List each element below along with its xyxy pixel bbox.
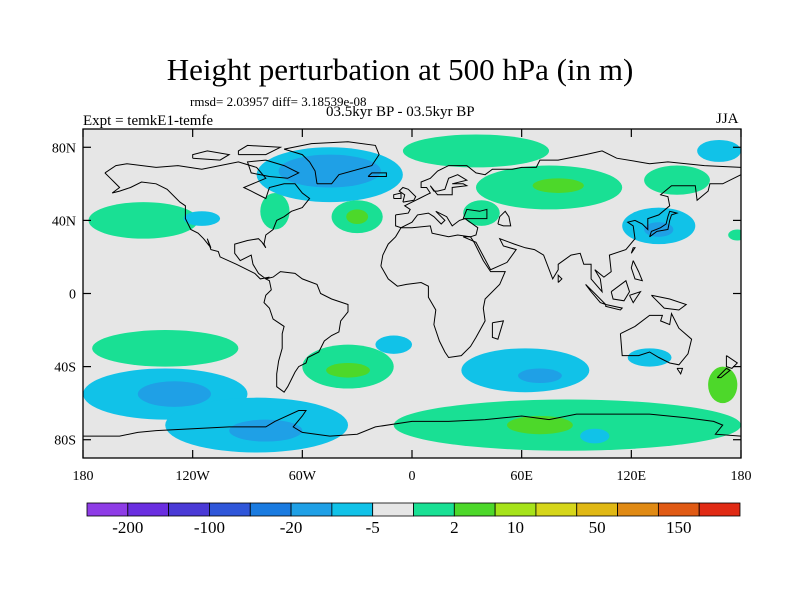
coastline: [585, 284, 607, 305]
colorbar-swatch: [168, 502, 210, 517]
period-label: 03.5kyr BP - 03.5kyr BP: [326, 104, 475, 120]
contour-region: [644, 222, 674, 237]
coastline: [398, 186, 417, 203]
coastline: [629, 290, 642, 304]
lon-tick-label: 180: [73, 469, 94, 484]
colorbar-label: 10: [507, 518, 524, 537]
colorbar-swatch: [331, 502, 374, 517]
coastline: [610, 279, 631, 302]
lon-tick-label: 120W: [176, 469, 211, 484]
lat-tick-label: 40N: [52, 214, 76, 229]
colorbar-swatch: [249, 502, 292, 517]
coastline: [605, 304, 624, 311]
lon-tick-label: 0: [409, 469, 416, 484]
coastline: [393, 192, 402, 199]
contour-region: [507, 415, 573, 435]
contour-region: [518, 368, 562, 384]
coastline: [497, 210, 512, 227]
contour-region: [708, 366, 738, 404]
colorbar-label: -20: [280, 518, 303, 537]
coastline: [263, 271, 349, 393]
colorbar-swatch: [209, 502, 251, 517]
colorbar-label: 150: [666, 518, 692, 537]
colorbar-swatch: [413, 502, 455, 517]
colorbar-label: 50: [589, 518, 606, 537]
colorbar-swatch: [290, 502, 333, 517]
contour-region: [92, 330, 239, 367]
coastline: [491, 320, 505, 340]
coastline: [619, 312, 693, 366]
colorbar-swatch: [698, 502, 741, 517]
coastline: [395, 150, 741, 294]
contour-region: [728, 229, 741, 241]
plot-title: Height perturbation at 500 hPa (in m): [166, 52, 634, 87]
lon-tick-label: 120E: [617, 469, 647, 484]
contour-region: [278, 154, 381, 188]
contour-region: [627, 348, 672, 367]
contour-region: [183, 211, 221, 226]
lon-tick-label: 180: [731, 469, 752, 484]
colorbar-swatch: [657, 502, 700, 517]
coastline: [283, 141, 380, 185]
lat-tick-label: 40S: [54, 361, 76, 376]
lon-tick-label: 60E: [510, 469, 533, 484]
coastline: [462, 208, 488, 220]
contour-region: [326, 362, 370, 378]
contour-region: [88, 202, 199, 239]
colorbar-label: -200: [112, 518, 143, 537]
contour-region: [260, 192, 290, 230]
lon-tick-label: 60W: [289, 469, 317, 484]
contour-region: [580, 428, 610, 444]
coastline: [557, 273, 563, 283]
coastline: [367, 172, 387, 177]
colorbar: -200 -100 -20 -5 2 10 50 150: [86, 502, 741, 537]
axis-ticks: 80N 40N 0 40S 80S 180 120W 60W 0 60E 120E 180: [52, 129, 752, 484]
lat-tick-label: 80S: [54, 434, 76, 449]
contour-region: [402, 134, 550, 168]
contour-fill-layer: [83, 134, 741, 453]
coastline: [237, 144, 283, 156]
colorbar-label: 2: [450, 518, 459, 537]
contour-region: [461, 348, 590, 393]
colorbar-swatch: [453, 502, 496, 517]
contour-region: [644, 165, 710, 195]
coastline: [716, 367, 731, 379]
coastline: [676, 367, 684, 376]
colorbar-swatch: [617, 502, 659, 517]
colorbar-swatch: [127, 502, 170, 517]
coastline: [630, 260, 644, 282]
coastline: [192, 150, 231, 161]
coastline: [429, 174, 469, 196]
coastline: [630, 247, 636, 254]
coastline: [725, 355, 739, 369]
colorbar-label: -5: [366, 518, 380, 537]
contour-region: [137, 381, 211, 407]
coastline: [104, 161, 311, 280]
experiment-label: Expt = temkE1-temfe: [83, 113, 214, 129]
contour-region: [697, 139, 741, 162]
colorbar-swatch: [535, 502, 578, 517]
lat-tick-label: 80N: [52, 141, 76, 156]
coastline: [83, 410, 741, 437]
colorbar-swatch: [372, 502, 414, 517]
coastline: [651, 294, 688, 311]
colorbar-swatch: [86, 502, 129, 517]
rmsd-diff-stats: rmsd= 2.03957 diff= 3.18539e-08: [190, 94, 367, 109]
coastline: [649, 210, 679, 238]
contour-region: [463, 200, 500, 226]
contour-region: [346, 209, 369, 225]
contour-region: [375, 335, 412, 354]
season-label: JJA: [716, 111, 739, 127]
lat-tick-label: 0: [69, 288, 76, 303]
coastline-layer: [83, 141, 741, 437]
colorbar-label: -100: [194, 518, 225, 537]
coastline: [246, 159, 300, 179]
colorbar-swatch: [576, 502, 618, 517]
colorbar-swatch: [494, 502, 537, 517]
contour-region: [532, 178, 584, 193]
contour-region: [229, 419, 303, 442]
coastline: [380, 225, 506, 359]
